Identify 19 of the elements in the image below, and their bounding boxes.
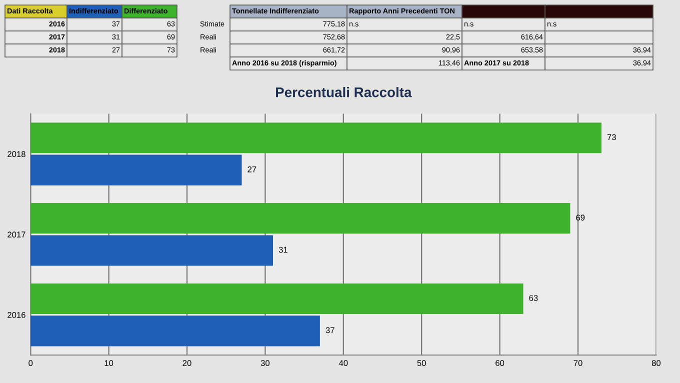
x-tick-label: 0 xyxy=(28,360,33,366)
x-tick-label: 40 xyxy=(338,360,348,366)
x-tick-label: 60 xyxy=(496,360,504,366)
data-label: 27 xyxy=(248,166,256,172)
y-tick-label: 2018 xyxy=(8,151,26,158)
y-tick-label: 2016 xyxy=(8,312,26,318)
x-tick-label: 50 xyxy=(417,360,426,366)
x-tick-label: 30 xyxy=(260,360,270,366)
data-label: 73 xyxy=(607,134,616,140)
x-tick-label: 80 xyxy=(652,360,661,366)
x-tick-label: 70 xyxy=(574,360,582,366)
data-label: 69 xyxy=(576,214,585,221)
data-label: 37 xyxy=(326,327,334,334)
data-label: 31 xyxy=(278,246,288,253)
x-tick-label: 10 xyxy=(104,360,114,366)
chart-title: Percentuali Raccolta xyxy=(276,87,412,98)
data-label: 63 xyxy=(529,295,538,301)
x-tick-label: 20 xyxy=(182,360,192,366)
y-tick-label: 2017 xyxy=(8,232,26,238)
